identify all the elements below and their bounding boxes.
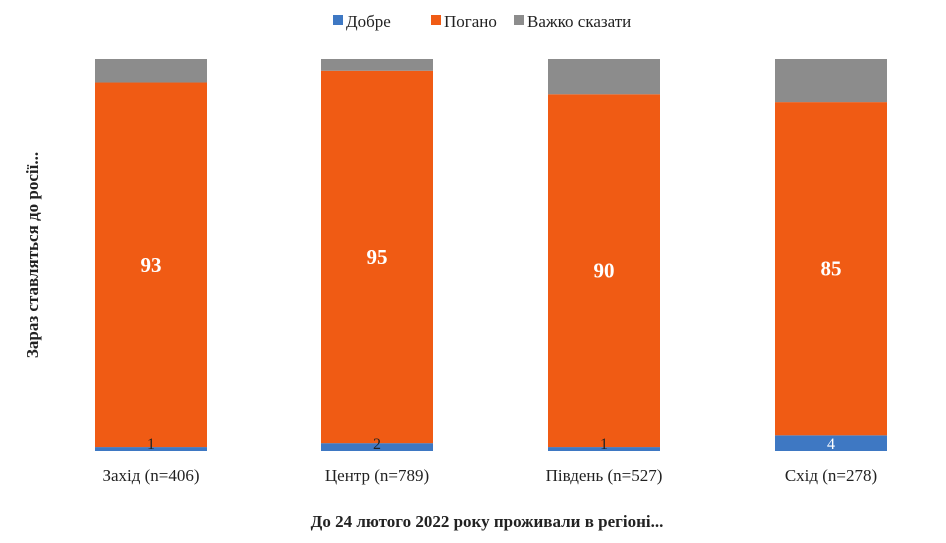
- legend: Добре Погано Важко сказати: [333, 12, 631, 31]
- bar-tsentr-vazhko: [321, 59, 433, 71]
- data-label-skhid-dobre: 4: [827, 436, 835, 453]
- data-label-zakhid-dobre: 1: [147, 436, 155, 453]
- x-tick-skhid: Схід (n=278): [785, 466, 877, 485]
- x-tick-zakhid: Захід (n=406): [102, 466, 199, 485]
- legend-swatch-dobre: [333, 15, 343, 25]
- bar-labels: 1 93 2 95 1 90 4 85: [141, 245, 842, 453]
- bar-skhid-dobre: [775, 435, 887, 451]
- x-axis-ticks: Захід (n=406) Центр (n=789) Південь (n=527…: [102, 466, 877, 485]
- data-label-tsentr-dobre: 2: [373, 436, 381, 453]
- bar-zakhid-pogano: [95, 82, 207, 448]
- bar-pivden-dobre: [548, 447, 660, 451]
- bar-skhid-pogano: [775, 102, 887, 436]
- legend-label-vazhko: Важко сказати: [527, 12, 631, 31]
- y-axis-title: Зараз ставляться до росії...: [23, 152, 42, 358]
- data-label-zakhid-pogano: 93: [141, 253, 162, 277]
- bar-skhid-vazhko: [775, 59, 887, 103]
- bar-pivden-vazhko: [548, 59, 660, 95]
- x-tick-pivden: Південь (n=527): [546, 466, 663, 485]
- x-axis-title: До 24 лютого 2022 року проживали в регіо…: [311, 512, 664, 531]
- x-tick-tsentr: Центр (n=789): [325, 466, 429, 485]
- bar-zakhid-vazhko: [95, 59, 207, 83]
- data-label-pivden-pogano: 90: [594, 259, 615, 283]
- bar-zakhid-dobre: [95, 447, 207, 451]
- legend-swatch-vazhko: [514, 15, 524, 25]
- data-label-tsentr-pogano: 95: [367, 245, 388, 269]
- data-label-skhid-pogano: 85: [821, 257, 842, 281]
- bar-pivden-pogano: [548, 94, 660, 448]
- bars: [95, 59, 887, 451]
- legend-label-dobre: Добре: [346, 12, 391, 31]
- legend-label-pogano: Погано: [444, 12, 497, 31]
- bar-tsentr-pogano: [321, 70, 433, 444]
- bar-tsentr-dobre: [321, 443, 433, 451]
- data-label-pivden-dobre: 1: [600, 436, 608, 453]
- legend-swatch-pogano: [431, 15, 441, 25]
